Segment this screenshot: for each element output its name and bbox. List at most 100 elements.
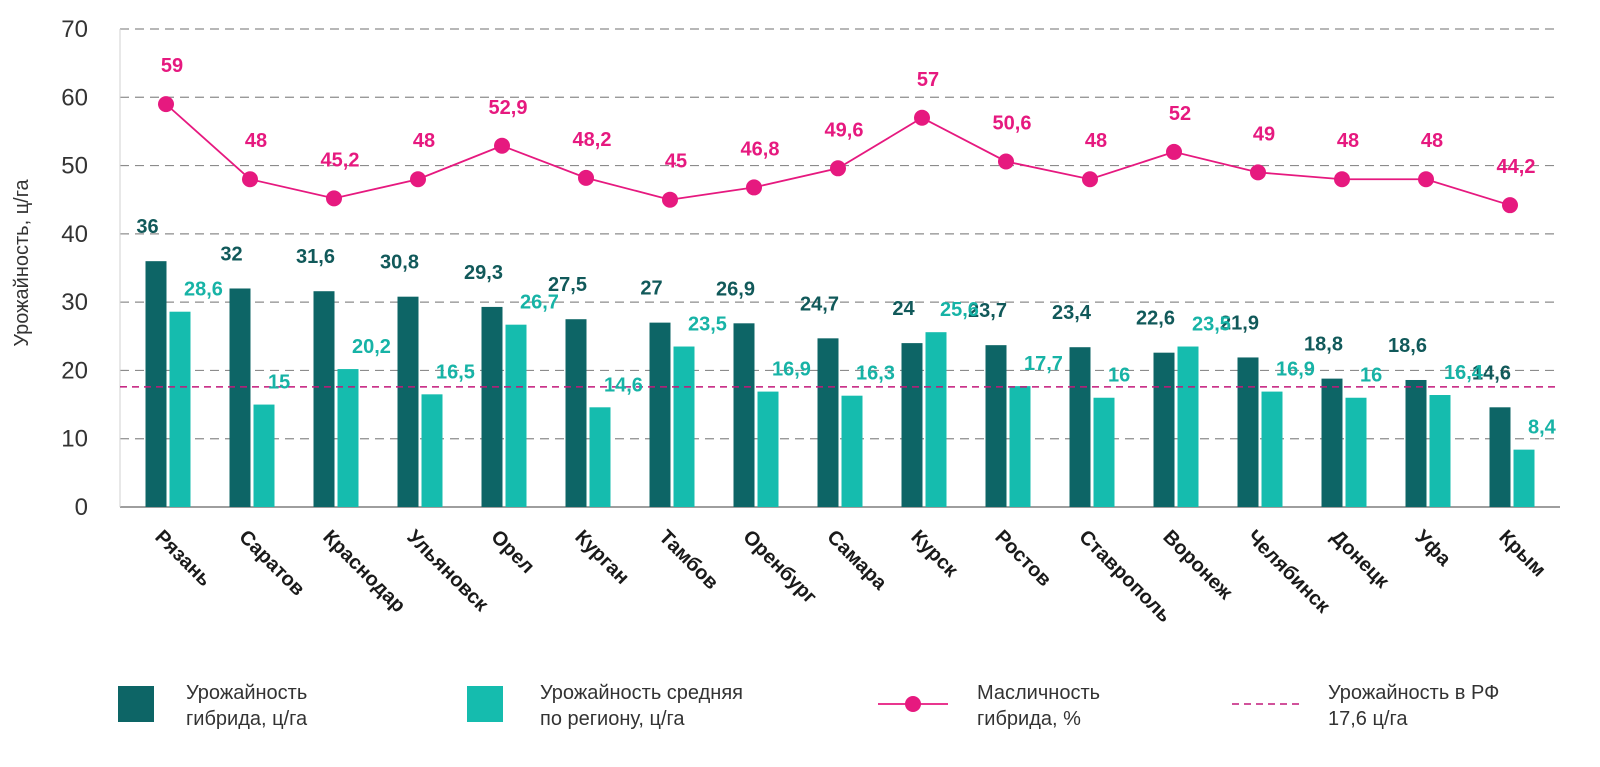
- hybrid-yield-bar: [1489, 407, 1511, 507]
- hybrid-yield-value-label: 18,6: [1388, 335, 1427, 357]
- hybrid-yield-value-label: 24: [892, 298, 915, 320]
- legend-rf-average-text: Урожайность в РФ: [1328, 682, 1499, 704]
- regional-yield-bar: [1429, 395, 1451, 507]
- category-label: Самара: [822, 526, 891, 595]
- category-label: Краснодар: [318, 526, 409, 617]
- category-label: Саратов: [234, 526, 308, 600]
- regional-yield-value-label: 16: [1360, 365, 1382, 387]
- regional-yield-bar: [505, 324, 527, 507]
- hybrid-yield-value-label: 24,7: [800, 293, 839, 315]
- oil-content-point: [242, 171, 258, 188]
- regional-yield-value-label: 26,7: [520, 292, 559, 314]
- legend-regional-yield-text: Урожайность средняя: [540, 682, 743, 704]
- y-tick-label: 70: [61, 16, 88, 43]
- regional-yield-bar: [337, 369, 359, 507]
- oil-content-point: [1418, 171, 1434, 188]
- oil-content-value-label: 49: [1253, 123, 1275, 145]
- category-label: Крым: [1494, 526, 1549, 581]
- oil-content-value-label: 46,8: [741, 138, 780, 160]
- hybrid-yield-value-label: 27: [640, 278, 662, 300]
- oil-content-point: [1082, 171, 1098, 188]
- legend-regional-yield-swatch: [467, 686, 503, 722]
- regional-yield-bar: [253, 404, 275, 507]
- oil-content-value-label: 48: [413, 130, 435, 152]
- regional-yield-bar: [1513, 449, 1535, 507]
- y-tick-label: 20: [61, 357, 88, 384]
- y-tick-label: 30: [61, 289, 88, 316]
- y-tick-label: 0: [75, 494, 88, 521]
- hybrid-yield-value-label: 32: [220, 243, 242, 265]
- regional-yield-value-label: 28,6: [184, 279, 223, 301]
- oil-content-value-label: 44,2: [1497, 156, 1536, 178]
- oil-content-value-label: 45,2: [321, 149, 360, 171]
- hybrid-yield-bar: [565, 319, 587, 507]
- hybrid-yield-bar: [901, 343, 923, 507]
- regional-yield-value-label: 16,9: [772, 359, 811, 381]
- category-label: Челябинск: [1242, 526, 1334, 618]
- hybrid-yield-value-label: 27,5: [548, 274, 587, 296]
- oil-content-value-label: 48: [1421, 130, 1443, 152]
- oil-content-point: [914, 109, 930, 126]
- hybrid-yield-bar: [1405, 379, 1427, 507]
- oil-content-value-label: 59: [161, 55, 183, 77]
- category-label: Тамбов: [654, 526, 722, 594]
- hybrid-yield-bar: [397, 296, 419, 507]
- regional-yield-value-label: 16,4: [1444, 362, 1484, 384]
- oil-content-value-label: 48: [1337, 130, 1359, 152]
- category-label: Орел: [486, 526, 538, 578]
- legend: Урожайность гибрида, ц/га Урожайность сред…: [118, 682, 1499, 730]
- category-label: Ростов: [990, 526, 1055, 591]
- legend-oil-content-text: гибрида, %: [977, 708, 1081, 730]
- oil-content-point: [578, 169, 594, 186]
- hybrid-yield-value-label: 14,6: [1472, 362, 1511, 384]
- oil-content-point: [1166, 143, 1182, 160]
- category-label: Уфа: [1410, 526, 1455, 571]
- hybrid-yield-value-label: 21,9: [1220, 312, 1259, 334]
- y-axis-ticks: 0 10 20 30 40 50 60 70: [61, 16, 88, 521]
- regional-yield-bar: [1345, 397, 1367, 507]
- regional-yield-value-label: 23,5: [1192, 314, 1231, 336]
- regional-yield-value-label: 15: [268, 372, 290, 394]
- oil-content-point: [662, 191, 678, 208]
- y-tick-label: 60: [61, 84, 88, 111]
- regional-yield-value-label: 14,6: [604, 374, 643, 396]
- legend-hybrid-yield-swatch: [118, 686, 154, 722]
- legend-regional-yield-text: по региону, ц/га: [540, 708, 685, 730]
- oil-content-value-label: 52,9: [489, 97, 528, 119]
- oil-content-point: [830, 160, 846, 177]
- hybrid-yield-bar: [229, 288, 251, 507]
- regional-yield-bar: [1261, 391, 1283, 507]
- oil-content-value-label: 52: [1169, 103, 1191, 125]
- hybrid-yield-bar: [1069, 347, 1091, 507]
- oil-content-value-label: 48,2: [573, 129, 612, 151]
- legend-hybrid-yield-text: Урожайность: [186, 682, 307, 704]
- bars: [145, 261, 1535, 507]
- regional-yield-value-label: 20,2: [352, 336, 391, 358]
- oil-content-value-label: 48: [1085, 130, 1107, 152]
- regional-yield-bar: [757, 391, 779, 507]
- category-label: Курск: [906, 526, 962, 582]
- regional-yield-value-label: 16,3: [856, 363, 895, 385]
- oil-content-point: [410, 171, 426, 188]
- hybrid-yield-value-label: 31,6: [296, 246, 335, 268]
- hybrid-yield-bar: [313, 291, 335, 507]
- oil-content-value-label: 50,6: [993, 112, 1032, 134]
- category-label: Донецк: [1326, 526, 1393, 593]
- regional-yield-bar: [589, 407, 611, 507]
- category-label: Курган: [570, 526, 633, 589]
- legend-rf-average-text: 17,6 ц/га: [1328, 708, 1408, 730]
- regional-yield-bar: [673, 346, 695, 507]
- regional-yield-value-label: 23,5: [688, 314, 727, 336]
- regional-yield-bar: [169, 311, 191, 507]
- gridlines: [119, 28, 1560, 508]
- regional-yield-bar: [1177, 346, 1199, 507]
- hybrid-yield-bar: [649, 322, 671, 507]
- oil-content-value-label: 57: [917, 69, 939, 91]
- regional-yield-value-label: 8,4: [1528, 417, 1557, 439]
- category-label: Воронеж: [1158, 526, 1237, 605]
- regional-yield-value-label: 16,9: [1276, 359, 1315, 381]
- oil-content-value-label: 45: [665, 151, 687, 173]
- hybrid-yield-value-label: 18,8: [1304, 334, 1343, 356]
- hybrid-yield-bar: [985, 345, 1007, 507]
